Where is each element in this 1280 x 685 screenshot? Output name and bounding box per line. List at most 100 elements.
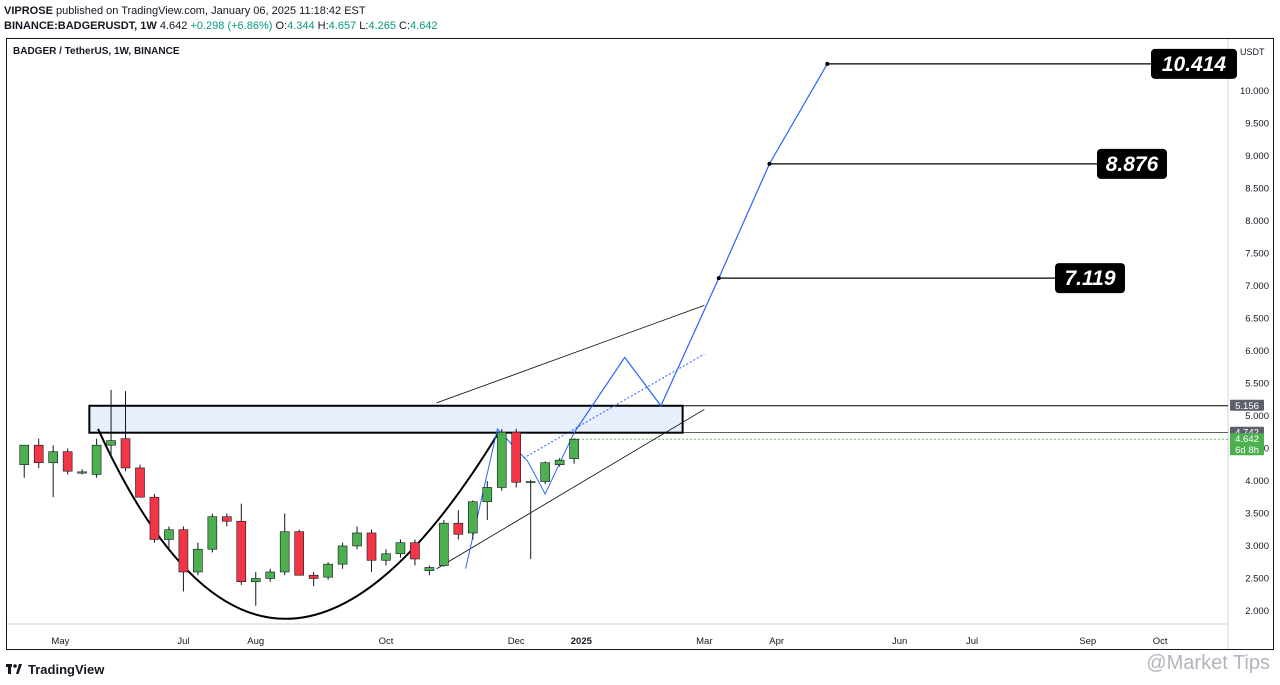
x-tick-label: 2025	[571, 636, 593, 647]
candle-body[interactable]	[323, 563, 333, 578]
y-tick-label: 8.000	[1245, 216, 1269, 227]
candle-body[interactable]	[424, 567, 435, 571]
target-label-box[interactable]	[1055, 263, 1125, 294]
close-value: 4.642	[410, 20, 438, 32]
candle-body[interactable]	[554, 459, 565, 465]
open-value: 4.344	[287, 20, 315, 32]
y-tick-label: 2.500	[1245, 573, 1269, 584]
published-info: published on TradingView.com, January 06…	[55, 5, 366, 17]
candle-body[interactable]	[19, 444, 30, 465]
candle-body[interactable]	[308, 574, 319, 579]
y-tick-label: 6.000	[1245, 346, 1269, 357]
y-tick-label: 6.500	[1245, 313, 1269, 324]
symbol-label: BINANCE:BADGERUSDT, 1W	[4, 20, 157, 32]
target-label-box[interactable]	[1151, 48, 1237, 79]
candle-body[interactable]	[337, 545, 348, 565]
low-value: 4.265	[368, 20, 396, 32]
watermark: @Market Tips	[1146, 652, 1270, 674]
candle-body[interactable]	[540, 462, 550, 482]
x-tick-label: Apr	[769, 636, 784, 647]
candle-body[interactable]	[279, 531, 290, 573]
candle-body[interactable]	[250, 578, 261, 583]
candle-body[interactable]	[352, 532, 362, 547]
candle-body[interactable]	[468, 501, 478, 534]
target-label: 8.876	[1106, 153, 1159, 176]
price-change: +0.298 (+6.86%)	[190, 20, 273, 32]
candle-body[interactable]	[439, 522, 449, 566]
candle-body[interactable]	[164, 529, 174, 540]
resistance-zone[interactable]	[88, 404, 684, 434]
y-tick-label: 7.000	[1245, 281, 1269, 292]
candle-body[interactable]	[48, 451, 58, 464]
chart-frame[interactable]: BADGER / TetherUS, 1W, BINANCE USDT 2.00…	[6, 38, 1274, 650]
candle-body[interactable]	[91, 444, 102, 475]
x-tick-label: Oct	[379, 636, 394, 647]
price-level-tag	[1230, 399, 1264, 411]
candle-body[interactable]	[77, 471, 87, 474]
chart-header: VIPROSE published on TradingView.com, Ja…	[4, 5, 438, 32]
candle-body[interactable]	[294, 531, 304, 576]
target-label: 10.414	[1162, 53, 1227, 76]
candle-body[interactable]	[453, 522, 464, 535]
y-tick-label: 10.000	[1240, 86, 1269, 97]
candle-body[interactable]	[120, 438, 131, 469]
channel-lower-line[interactable]	[436, 409, 705, 570]
chart-title: BADGER / TetherUS, 1W, BINANCE	[13, 46, 180, 57]
last-price: 4.642	[159, 20, 188, 32]
x-tick-label: Jul	[177, 636, 189, 647]
target-label-box[interactable]	[1097, 148, 1167, 179]
price-level-value: 4.742	[1235, 428, 1259, 439]
candle-body[interactable]	[149, 496, 160, 540]
candle-body[interactable]	[236, 520, 247, 583]
candle-body[interactable]	[207, 516, 218, 550]
publisher-name[interactable]: VIPROSE	[4, 5, 53, 17]
x-tick-label: May	[51, 636, 69, 647]
candle-body[interactable]	[265, 571, 276, 579]
y-tick-label: 5.500	[1245, 378, 1269, 389]
channel-upper-line[interactable]	[436, 304, 705, 404]
y-tick-label: 3.500	[1245, 508, 1269, 519]
price-chart[interactable]: BADGER / TetherUS, 1W, BINANCE USDT 2.00…	[7, 39, 1273, 649]
candle-body[interactable]	[525, 481, 536, 483]
y-tick-label: 5.000	[1245, 411, 1269, 422]
candle-body[interactable]	[193, 548, 203, 573]
candle-body[interactable]	[62, 451, 73, 472]
wave-path[interactable]	[465, 427, 575, 569]
bar-countdown: 6d 8h	[1235, 445, 1259, 456]
y-tick-label: 4.000	[1245, 476, 1269, 487]
candle-body[interactable]	[482, 487, 493, 503]
x-tick-label: Oct	[1153, 636, 1168, 647]
y-tick-label: 8.500	[1245, 183, 1269, 194]
y-tick-label: 7.500	[1245, 248, 1269, 259]
candle-body[interactable]	[33, 444, 44, 464]
dotted-trend-line[interactable]	[523, 353, 705, 459]
high-value: 4.657	[328, 20, 357, 32]
projection-path[interactable]	[573, 63, 828, 434]
x-tick-label: Aug	[247, 636, 264, 647]
candle-body[interactable]	[381, 553, 391, 561]
x-tick-label: Sep	[1079, 636, 1096, 647]
target-label: 7.119	[1065, 267, 1116, 290]
candle-body[interactable]	[366, 532, 377, 561]
candle-body[interactable]	[395, 542, 406, 555]
y-tick-label: 3.000	[1245, 541, 1269, 552]
candle-body[interactable]	[222, 516, 232, 522]
x-tick-label: Jun	[892, 636, 907, 647]
footer: TradingView	[6, 660, 104, 678]
cup-pattern-curve[interactable]	[97, 428, 500, 620]
candle-body[interactable]	[135, 467, 145, 498]
tradingview-logo-icon[interactable]	[6, 663, 22, 675]
candle-body[interactable]	[106, 440, 116, 446]
price-level-value: 4.642	[1235, 434, 1259, 445]
candle-body[interactable]	[496, 431, 507, 488]
price-level-tag	[1230, 433, 1264, 456]
y-tick-label: 9.000	[1245, 151, 1269, 162]
x-tick-label: Jul	[966, 636, 978, 647]
y-tick-label: 9.500	[1245, 118, 1269, 129]
y-tick-label: 2.000	[1245, 606, 1269, 617]
tradingview-brand: TradingView	[28, 661, 105, 677]
candle-body[interactable]	[178, 529, 189, 573]
candle-body[interactable]	[511, 431, 522, 483]
candle-body[interactable]	[569, 438, 579, 459]
candle-body[interactable]	[410, 542, 420, 560]
